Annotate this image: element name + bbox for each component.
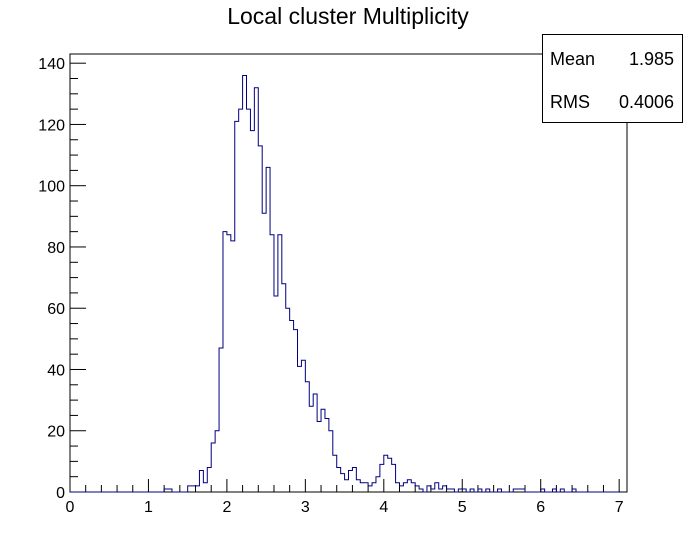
x-tick-label: 6 <box>536 499 545 516</box>
y-tick-label: 60 <box>47 301 65 318</box>
stats-rms-value: 0.4006 <box>618 92 674 112</box>
x-tick-label: 7 <box>615 499 624 516</box>
histogram-series-line <box>70 74 620 493</box>
y-tick-label: 140 <box>38 56 65 73</box>
stats-mean-label: Mean <box>550 49 596 69</box>
y-tick-label: 80 <box>47 240 65 257</box>
x-tick-label: 4 <box>379 499 388 516</box>
y-tick-label: 100 <box>38 179 65 196</box>
x-tick-label: 3 <box>301 499 310 516</box>
x-tick-label: 0 <box>66 499 75 516</box>
stats-box: Mean 1.985 RMS 0.4006 <box>542 34 683 123</box>
y-tick-label: 20 <box>47 424 65 441</box>
x-tick-label: 1 <box>144 499 153 516</box>
x-tick-label: 5 <box>458 499 467 516</box>
y-tick-label: 120 <box>38 117 65 134</box>
y-tick-label: 0 <box>56 485 65 502</box>
stats-rms-label: RMS <box>550 92 590 112</box>
y-tick-label: 40 <box>47 362 65 379</box>
x-tick-label: 2 <box>222 499 231 516</box>
chart-title: Local cluster Multiplicity <box>227 3 469 29</box>
stats-mean-value: 1.985 <box>628 49 674 69</box>
plot-frame <box>69 53 628 493</box>
